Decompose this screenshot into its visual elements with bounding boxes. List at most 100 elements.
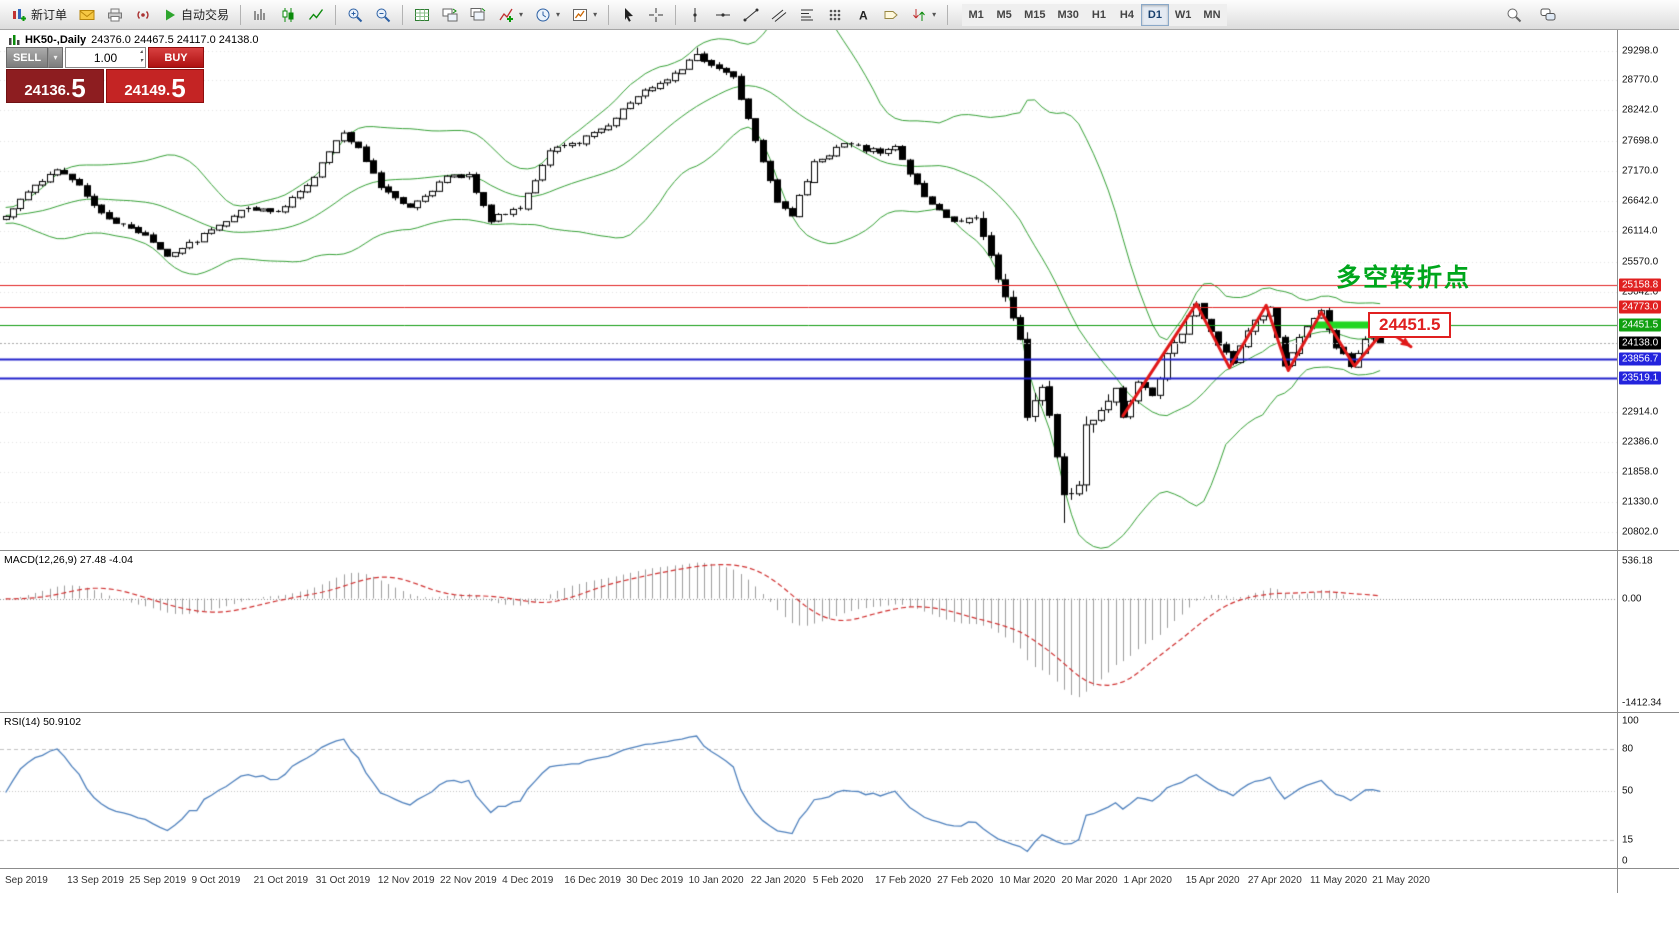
- print-icon: [108, 8, 123, 21]
- sell-button[interactable]: SELL: [6, 47, 48, 68]
- timeframe-button-h1[interactable]: H1: [1084, 3, 1113, 26]
- indicators-button[interactable]: ▾: [493, 3, 528, 27]
- text-button[interactable]: A: [850, 3, 876, 27]
- date-label: 16 Dec 2019: [564, 875, 621, 886]
- new-order-button[interactable]: 新订单: [6, 3, 72, 27]
- price-scale[interactable]: 29298.0 28770.0 28242.0 27698.0 27170.0 26642…: [1617, 30, 1679, 893]
- equidistant-channel-icon: [771, 9, 787, 22]
- broadcast-icon: [137, 10, 149, 19]
- macd-scale-label: -1412.34: [1622, 697, 1662, 709]
- chart-area[interactable]: HK50-,Daily 24376.0 24467.5 24117.0 2413…: [0, 30, 1679, 952]
- arrange-windows-button[interactable]: [437, 3, 463, 27]
- new-chart-button[interactable]: [409, 3, 435, 27]
- date-label: 13 Sep 2019: [67, 875, 124, 886]
- price-level-label: 25158.8: [1619, 278, 1662, 292]
- chart-symbol-icon: [9, 35, 20, 45]
- sell-price[interactable]: 24136. 5: [6, 69, 104, 103]
- fibonacci-button[interactable]: [794, 3, 820, 27]
- dropdown-caret-icon: ▾: [593, 10, 598, 19]
- broadcast-button[interactable]: [130, 3, 156, 27]
- svg-text:A: A: [859, 8, 868, 22]
- time-axis[interactable]: Sep 2019 13 Sep 2019 25 Sep 2019 9 Oct 2019…: [0, 869, 1617, 893]
- crosshair-button[interactable]: [643, 3, 669, 27]
- chat-button[interactable]: [1535, 3, 1561, 27]
- rsi-scale-label: 15: [1622, 834, 1634, 846]
- date-label: 17 Feb 2020: [874, 875, 932, 886]
- price-flag-label: 24451.5: [1368, 312, 1452, 339]
- sell-price-pip: 5: [71, 73, 86, 103]
- price-tick-label: 29298.0: [1622, 45, 1659, 57]
- buy-button[interactable]: BUY: [148, 47, 204, 68]
- rsi-canvas[interactable]: [0, 713, 1617, 869]
- autotrading-button[interactable]: 自动交易: [158, 3, 234, 27]
- search-button[interactable]: [1501, 3, 1527, 27]
- horizontal-line-button[interactable]: [710, 3, 736, 27]
- price-tick-label: 25570.0: [1622, 256, 1659, 268]
- date-label: 11 May 2020: [1309, 875, 1368, 886]
- zoom-in-button[interactable]: [342, 3, 368, 27]
- trendline-button[interactable]: [738, 3, 764, 27]
- bar-chart-button[interactable]: [247, 3, 273, 27]
- chat-icon: [1540, 8, 1556, 20]
- macd-canvas[interactable]: [0, 551, 1617, 713]
- main-chart-canvas[interactable]: [0, 30, 1617, 551]
- bar-chart-icon: [254, 8, 265, 20]
- periods-button[interactable]: ▾: [530, 3, 565, 27]
- templates-button[interactable]: ▾: [567, 3, 602, 27]
- date-label: 1 Apr 2020: [1123, 875, 1172, 886]
- text-label-button[interactable]: [878, 3, 904, 27]
- volume-input[interactable]: 1.00 ▴ ▾: [65, 47, 146, 68]
- timeframe-button-w1[interactable]: W1: [1168, 3, 1198, 26]
- volume-spinner[interactable]: ▴ ▾: [140, 48, 143, 66]
- panel-separator[interactable]: [0, 712, 1679, 713]
- timeframe-group: M1 M5 M15 M30 H1 H4 D1 W1 MN: [962, 3, 1227, 26]
- mail-button[interactable]: [74, 3, 100, 27]
- timeframe-button-d1[interactable]: D1: [1140, 3, 1169, 26]
- timeframe-button-m15[interactable]: M15: [1018, 3, 1052, 26]
- volume-value: 1.00: [93, 50, 118, 65]
- zoom-out-button[interactable]: [370, 3, 396, 27]
- price-level-label: 23519.1: [1619, 371, 1662, 385]
- cursor-button[interactable]: [615, 3, 641, 27]
- arrows-icon: [913, 8, 925, 21]
- timeframe-button-m5[interactable]: M5: [990, 3, 1019, 26]
- price-tick-label: 20802.0: [1622, 526, 1659, 538]
- arrows-button[interactable]: ▾: [906, 3, 941, 27]
- timeframe-button-m30[interactable]: M30: [1051, 3, 1085, 26]
- toolbar-separator: [947, 4, 949, 25]
- price-tick-label: 25042.0: [1622, 286, 1659, 298]
- date-label: 21 Oct 2019: [253, 875, 309, 886]
- date-label: 5 Feb 2020: [812, 875, 864, 886]
- line-chart-button[interactable]: [303, 3, 329, 27]
- rsi-scale-label: 80: [1622, 743, 1634, 755]
- panel-separator[interactable]: [0, 868, 1679, 869]
- date-label: 27 Feb 2020: [937, 875, 994, 886]
- date-label: 31 Oct 2019: [315, 875, 371, 886]
- print-button[interactable]: [102, 3, 128, 27]
- vertical-line-button[interactable]: [682, 3, 708, 27]
- timeframe-button-mn[interactable]: MN: [1197, 3, 1227, 26]
- candlestick-button[interactable]: [275, 3, 301, 27]
- shapes-button[interactable]: [822, 3, 848, 27]
- timeframe-button-h4[interactable]: H4: [1112, 3, 1141, 26]
- toolbar-right-group: [1501, 3, 1561, 27]
- mail-icon: [79, 9, 95, 20]
- fibonacci-icon: [801, 9, 814, 20]
- channel-button[interactable]: [766, 3, 792, 27]
- toolbar-separator: [608, 4, 610, 25]
- new-order-icon: [13, 8, 26, 21]
- autotrading-play-icon: [166, 9, 176, 20]
- price-tick-label: 27698.0: [1622, 135, 1659, 147]
- autotrading-label: 自动交易: [181, 8, 230, 22]
- chart-symbol-period: HK50-,Daily: [25, 34, 87, 46]
- spinner-down-icon[interactable]: ▾: [139, 58, 143, 64]
- buy-price[interactable]: 24149. 5: [106, 69, 204, 103]
- panel-separator[interactable]: [0, 550, 1679, 551]
- dots-grid-icon: [829, 9, 841, 20]
- timeframe-button-m1[interactable]: M1: [962, 3, 991, 26]
- cascade-windows-button[interactable]: [465, 3, 491, 27]
- sell-dropdown-caret[interactable]: ▾: [48, 47, 63, 68]
- new-chart-grid-icon: [415, 8, 430, 21]
- spinner-up-icon[interactable]: ▴: [139, 49, 143, 55]
- indicators-icon: [499, 8, 514, 22]
